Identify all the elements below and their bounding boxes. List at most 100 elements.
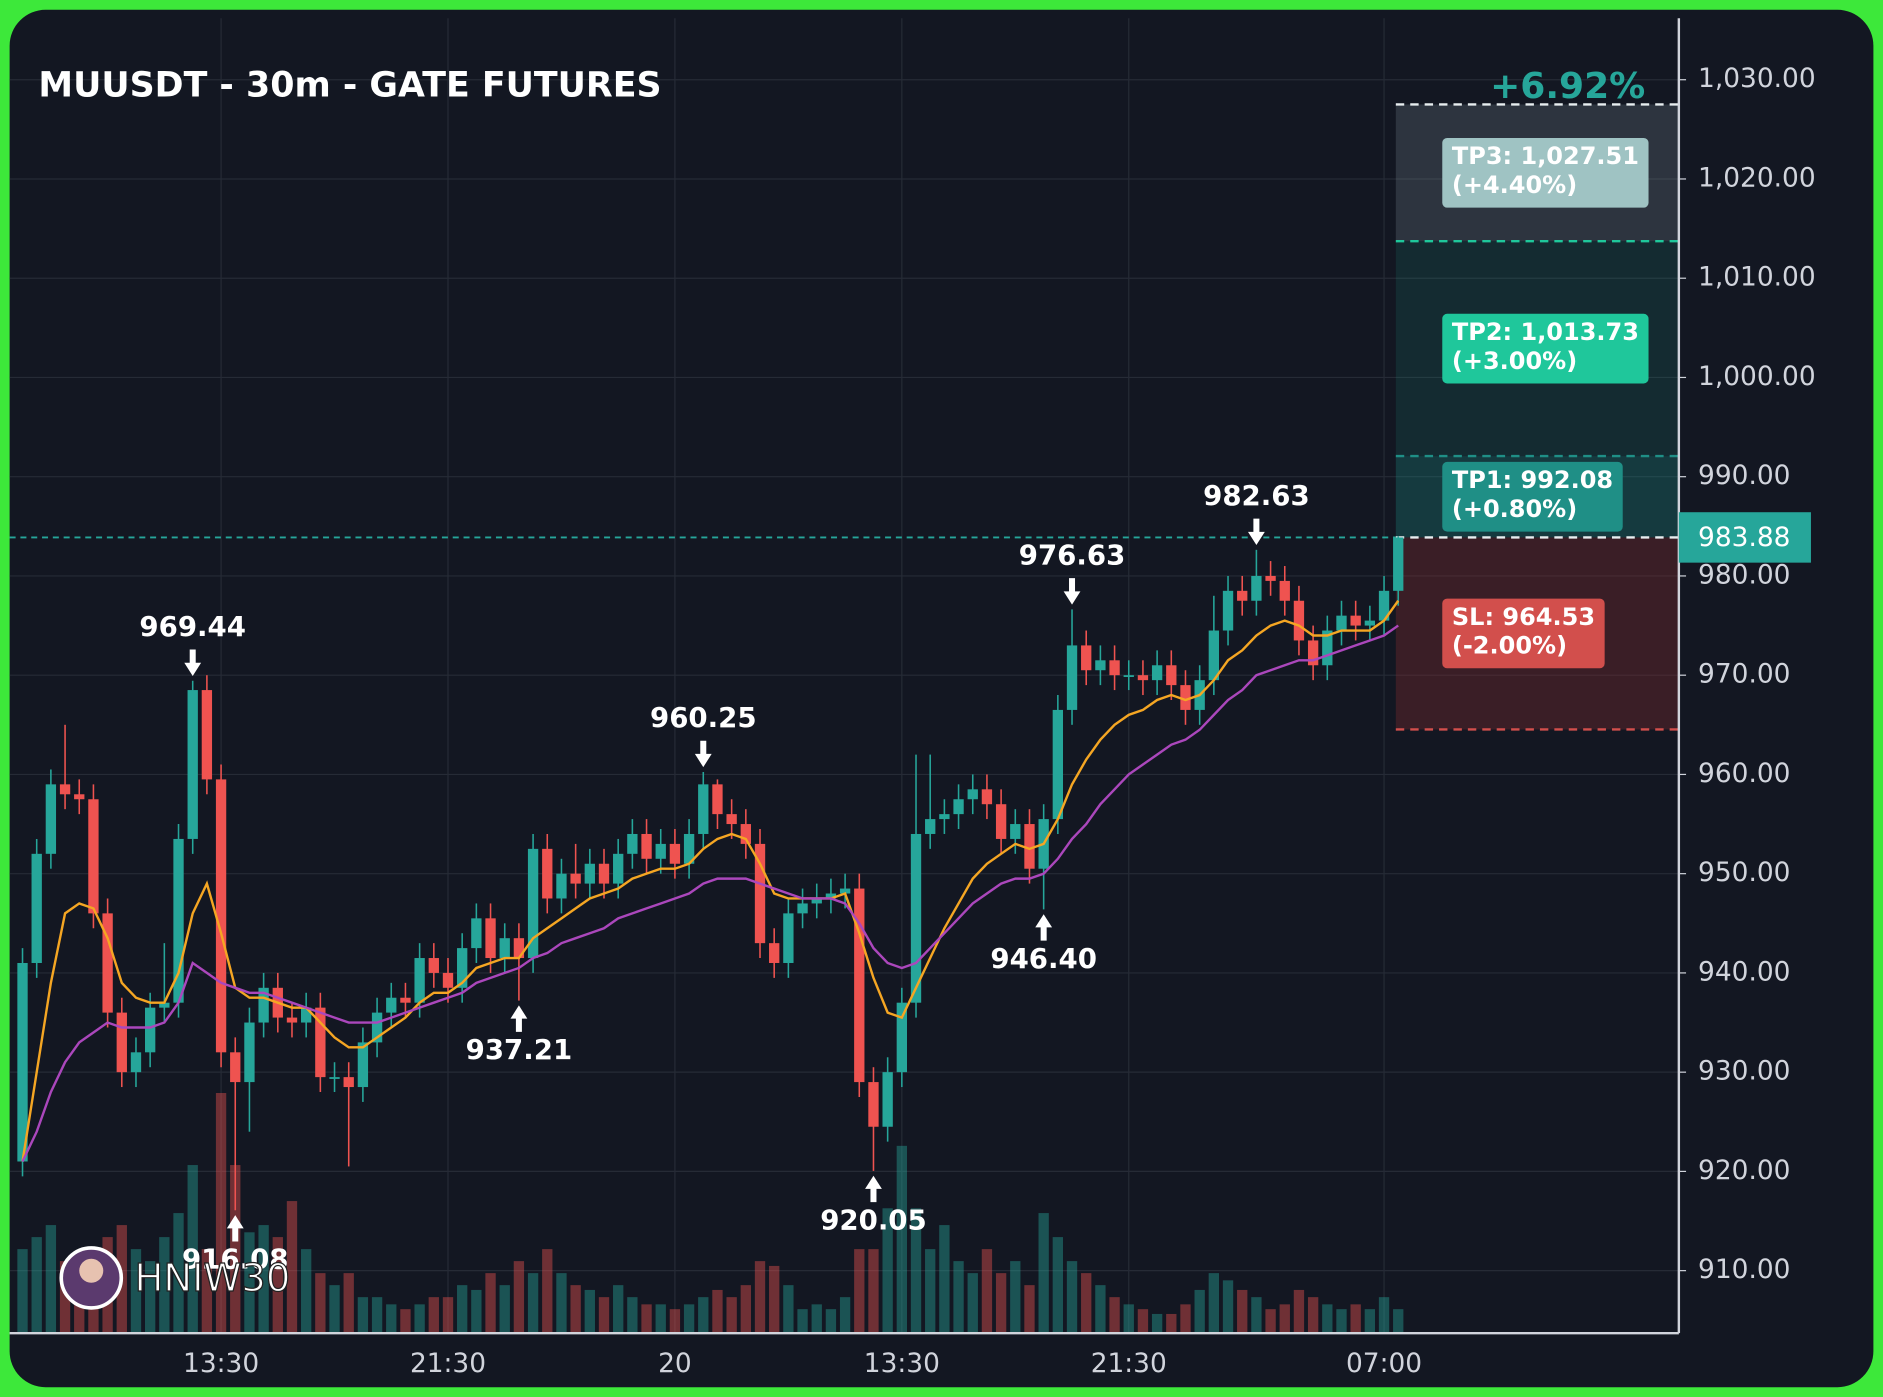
volume-bar xyxy=(159,1237,170,1334)
volume-bar xyxy=(244,1232,255,1334)
candle-body xyxy=(754,843,766,944)
y-tick-label: 930.00 xyxy=(1698,1056,1790,1087)
level-change: (+3.00%) xyxy=(1452,347,1577,375)
volume-bar xyxy=(513,1261,525,1334)
candle-body xyxy=(386,997,397,1013)
candle-body xyxy=(315,1007,326,1078)
volume-bar xyxy=(1378,1297,1390,1334)
candle-body xyxy=(825,893,837,899)
volume-bar xyxy=(981,1249,993,1334)
y-tick-label: 1,000.00 xyxy=(1698,361,1816,392)
candle-body xyxy=(655,843,666,859)
pivot-low-label: 937.21 xyxy=(466,1033,573,1066)
x-tick-label: 13:30 xyxy=(864,1348,940,1379)
candle-body xyxy=(839,888,851,894)
volume-bar xyxy=(1194,1289,1205,1334)
candle-body xyxy=(301,1007,312,1023)
candle-body xyxy=(683,833,695,864)
candle-body xyxy=(783,913,794,963)
volume-bar xyxy=(59,1261,71,1334)
axis-labels: 910.00 920.00 930.00 940.00 950.00 960.00 970.… xyxy=(183,63,1816,1379)
level-change: (+0.80%) xyxy=(1452,495,1577,523)
price-tag xyxy=(1678,512,1811,563)
volume-bar xyxy=(726,1297,737,1334)
pivot-arrow xyxy=(694,740,712,768)
volume-bar xyxy=(1293,1289,1305,1334)
volume-bar xyxy=(357,1297,369,1334)
candle-body xyxy=(173,838,184,1003)
pivot-high-label: 982.63 xyxy=(1203,479,1310,512)
volume-bar xyxy=(839,1297,851,1334)
volume-bar xyxy=(1322,1304,1333,1334)
candle-body xyxy=(1151,665,1163,681)
level-box xyxy=(1442,313,1649,384)
y-tick-label: 920.00 xyxy=(1698,1155,1790,1186)
candle-body xyxy=(854,888,865,1083)
candle-body xyxy=(414,958,425,1003)
pivot-high-label: 976.63 xyxy=(1019,539,1126,572)
candle-body xyxy=(1350,615,1361,626)
volume-bar xyxy=(45,1225,57,1334)
volume-bar xyxy=(825,1309,837,1334)
candle-body xyxy=(726,814,737,825)
candle-body xyxy=(627,833,638,854)
lines xyxy=(21,600,1400,1162)
candle-body xyxy=(967,789,978,800)
volume-bar xyxy=(499,1285,510,1334)
pivot-arrow xyxy=(510,1005,528,1032)
candle-body xyxy=(144,1007,156,1053)
chart-title: MUUSDT - 30m - GATE FUTURES xyxy=(38,66,661,106)
candle-body xyxy=(1137,675,1149,681)
candle-body xyxy=(910,833,922,1003)
volume-bar xyxy=(442,1297,454,1334)
candle-body xyxy=(159,1002,170,1008)
volume-bar xyxy=(868,1249,879,1334)
candle-body xyxy=(1095,660,1106,671)
candle-body xyxy=(258,987,269,1023)
level-change: (-2.00%) xyxy=(1452,632,1567,660)
candle-body xyxy=(1066,645,1078,710)
candle-body xyxy=(1222,590,1234,631)
candle-body xyxy=(485,918,496,959)
y-tick-label: 1,030.00 xyxy=(1698,63,1816,94)
volume-bar xyxy=(882,1208,893,1334)
candle-body xyxy=(712,784,723,815)
candle-body xyxy=(1081,645,1092,671)
pivot-low-label: 946.40 xyxy=(990,942,1097,975)
candle-body xyxy=(598,863,610,884)
volume-bar xyxy=(1237,1289,1248,1334)
volume-bar xyxy=(995,1273,1007,1334)
candle-body xyxy=(457,948,468,988)
volume-bar xyxy=(1109,1297,1120,1334)
candle-body xyxy=(442,972,454,988)
pivot-arrow xyxy=(226,1215,244,1242)
candle-body xyxy=(925,819,936,834)
volume-bar xyxy=(485,1273,496,1334)
pivot-low-label: 916.08 xyxy=(182,1243,289,1276)
candle-body xyxy=(1123,675,1134,677)
volume-bar xyxy=(698,1297,709,1334)
candle-body xyxy=(1166,665,1177,686)
price-tag-label: 983.88 xyxy=(1698,522,1790,553)
level-change: (+4.40%) xyxy=(1452,171,1577,199)
volume-bar xyxy=(1095,1285,1106,1334)
candle-body xyxy=(329,1077,340,1079)
volume-bar xyxy=(598,1297,610,1334)
candle-body xyxy=(1279,580,1290,601)
candle-body xyxy=(17,962,28,1162)
candle-body xyxy=(981,789,993,805)
x-tick-label: 21:30 xyxy=(410,1348,486,1379)
pivot-high-label: 969.44 xyxy=(139,610,246,643)
volume-bar xyxy=(1307,1297,1319,1334)
candle-body xyxy=(669,843,681,864)
volume-bar xyxy=(17,1249,28,1334)
pivot-arrow xyxy=(184,649,202,676)
candle-body xyxy=(102,913,113,1013)
candle-body xyxy=(59,784,71,795)
volume-bar xyxy=(683,1304,695,1334)
candle-body xyxy=(400,997,411,1003)
volume-bar xyxy=(1081,1273,1092,1334)
candles xyxy=(17,536,1404,1211)
